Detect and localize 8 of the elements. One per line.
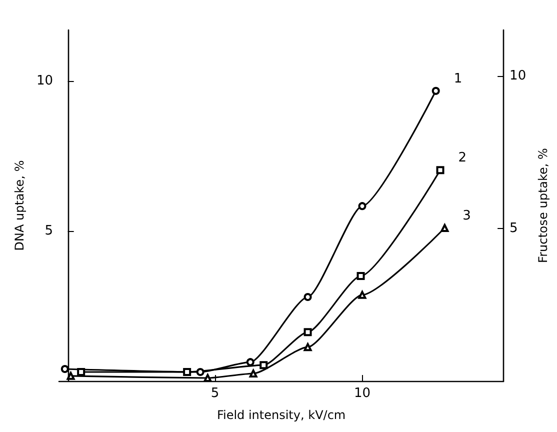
y2-axis-title: Fructose uptake, % [536, 148, 550, 263]
series-label: 2 [458, 150, 467, 166]
series-label: 1 [454, 71, 462, 86]
y2-tick-label: 5 [510, 220, 518, 236]
y2-tick-label: 10 [510, 68, 526, 84]
y-axis-title: DNA uptake, % [12, 160, 27, 251]
series-label: 3 [462, 208, 471, 224]
x-axis-title: Field intensity, kV/cm [216, 408, 346, 422]
